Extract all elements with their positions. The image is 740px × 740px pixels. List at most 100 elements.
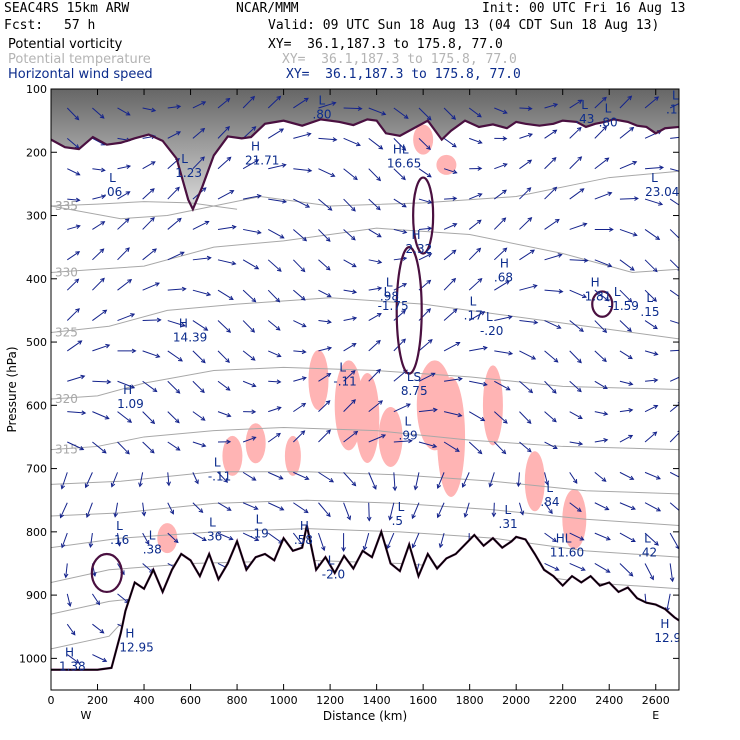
- wind-vector-head: [300, 296, 306, 301]
- theta-contour-2: [51, 227, 679, 273]
- extremum-value-15: -.11: [333, 375, 356, 389]
- wind-vector-shaft: [644, 198, 663, 205]
- wind-vector-head: [175, 186, 180, 192]
- wind-vector-shaft: [343, 502, 351, 520]
- wind-vector-shaft: [192, 101, 206, 109]
- wind-vector-head: [88, 543, 94, 549]
- wind-vector-head: [154, 282, 160, 287]
- wind-vector-shaft: [443, 278, 456, 291]
- wind-vector-shaft: [519, 187, 531, 200]
- forecast-label: Fcst:: [4, 18, 44, 33]
- wind-vector-shaft: [443, 168, 457, 174]
- wind-vector-shaft: [268, 380, 281, 383]
- wind-vector-head: [451, 115, 457, 120]
- wind-vector-shaft: [343, 431, 358, 443]
- wind-vector-shaft: [363, 532, 370, 551]
- wind-vector-head: [353, 175, 358, 181]
- wind-vector-shaft: [393, 198, 407, 208]
- wind-vector-shaft: [393, 228, 407, 234]
- wind-vector-head: [325, 237, 331, 242]
- wind-vector-shaft: [293, 350, 306, 353]
- convective-fill-14: [284, 435, 301, 476]
- wind-vector-shaft: [66, 623, 76, 636]
- wind-vector-shaft: [519, 380, 533, 393]
- wind-vector-shaft: [412, 532, 420, 548]
- wind-vector-head: [231, 224, 237, 230]
- wind-vector-head: [480, 416, 486, 422]
- wind-vector-shaft: [493, 247, 507, 261]
- wind-vector-head: [476, 112, 482, 118]
- wind-vector-head: [327, 346, 333, 351]
- wind-vector-head: [527, 106, 533, 111]
- wind-vector-head: [275, 326, 281, 331]
- wind-vector-shaft: [544, 472, 549, 485]
- wind-vector-shaft: [242, 350, 256, 361]
- wind-vector-head: [427, 226, 433, 231]
- wind-vector-shaft: [666, 593, 671, 612]
- wind-vector-shaft: [619, 532, 636, 542]
- wind-vector-shaft: [569, 472, 578, 484]
- wind-vector-shaft: [142, 563, 154, 573]
- wind-vector-head: [426, 173, 432, 178]
- wind-vector-head: [254, 536, 260, 542]
- wind-vector-head: [388, 515, 393, 521]
- wind-vector-shaft: [92, 441, 107, 454]
- wind-vector-shaft: [192, 380, 205, 393]
- convective-fill-12: [222, 435, 243, 476]
- x-tick-label-8: 1600: [409, 694, 437, 707]
- wind-vector-shaft: [167, 532, 179, 543]
- wind-vector-head: [301, 376, 307, 381]
- wind-vector-shaft: [318, 347, 332, 352]
- wind-vector-shaft: [67, 251, 80, 261]
- wind-vector-shaft: [443, 308, 458, 321]
- wind-vector-head: [145, 540, 150, 545]
- wind-vector-head: [630, 505, 636, 511]
- wind-vector-head: [405, 403, 411, 408]
- wind-vector-head: [649, 575, 654, 581]
- wind-vector-shaft: [167, 187, 180, 200]
- wind-vector-head: [77, 340, 83, 345]
- wind-vector-shaft: [594, 471, 607, 482]
- wind-vector-shaft: [368, 198, 381, 210]
- extremum-symbol-8: L: [384, 285, 391, 299]
- wind-vector-head: [401, 146, 407, 151]
- wind-vector-shaft: [544, 563, 559, 571]
- wind-vector-head: [548, 509, 553, 515]
- wind-vector-shaft: [142, 350, 160, 358]
- wind-vector-shaft: [444, 378, 462, 382]
- wind-vector-shaft: [192, 289, 211, 296]
- wind-vector-head: [327, 206, 333, 211]
- wind-vector-head: [124, 218, 130, 223]
- wind-vector-shaft: [117, 411, 132, 423]
- wind-vector-shaft: [494, 316, 512, 322]
- wind-vector-head: [432, 407, 438, 413]
- wind-vector-head: [681, 205, 685, 209]
- wind-vector-shaft: [418, 339, 433, 352]
- wind-vector-shaft: [267, 259, 282, 272]
- wind-vector-shaft: [670, 349, 679, 352]
- wind-vector-head: [502, 109, 508, 114]
- wind-vector-head: [100, 167, 106, 173]
- wind-vector-shaft: [619, 197, 638, 200]
- valid-time: Valid: 09 UTC Sun 18 Aug 13 (04 CDT Sun …: [268, 18, 660, 33]
- wind-vector-shaft: [670, 136, 679, 139]
- wind-vector-head: [381, 434, 387, 439]
- wind-vector-head: [554, 218, 560, 224]
- wind-vector-shaft: [418, 107, 432, 121]
- wind-vector-shaft: [594, 563, 610, 573]
- wind-vector-shaft: [167, 105, 181, 109]
- wind-vector-shaft: [217, 259, 236, 265]
- wind-vector-head: [376, 233, 382, 238]
- wind-vector-shaft: [217, 126, 230, 139]
- wind-vector-shaft: [268, 407, 281, 413]
- wind-vector-shaft: [418, 198, 432, 204]
- extremum-value-6: .68: [494, 270, 513, 284]
- wind-vector-head: [127, 278, 133, 284]
- wind-vector-shaft: [192, 128, 205, 139]
- wind-vector-head: [303, 97, 309, 103]
- wind-vector-shaft: [318, 198, 332, 211]
- wind-vector-head: [276, 267, 282, 272]
- extremum-symbol-3: HL: [393, 142, 409, 156]
- wind-vector-shaft: [343, 370, 356, 382]
- y-tick-label-1: 200: [26, 146, 47, 159]
